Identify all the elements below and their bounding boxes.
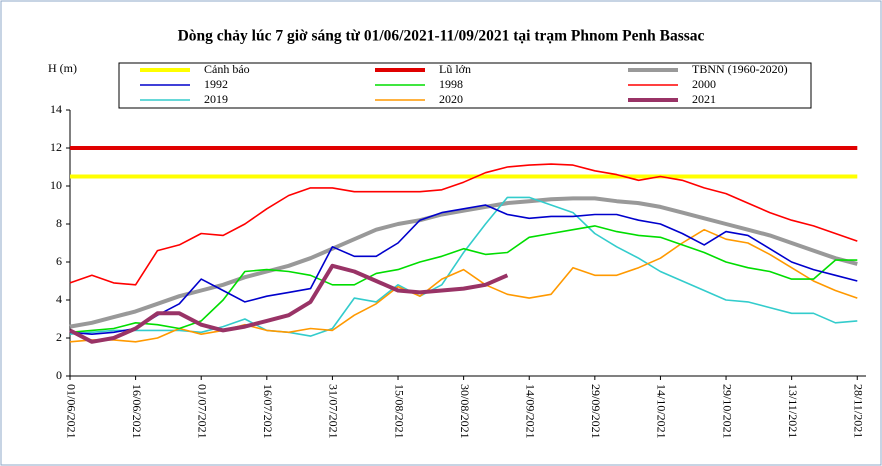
series-line (69, 196, 858, 329)
y-tick-label: 6 (56, 254, 62, 268)
series-line (69, 263, 509, 344)
legend-label: 1998 (439, 77, 463, 91)
legend-label: 2019 (204, 92, 228, 106)
legend-label: 2000 (692, 77, 716, 91)
x-tick-label: 14/10/2021 (655, 384, 669, 439)
legend-label: TBNN (1960-2020) (692, 62, 788, 76)
x-tick-label: 30/08/2021 (458, 384, 472, 439)
x-tick-label: 28/11/2021 (852, 384, 866, 438)
y-tick-label: 8 (56, 216, 62, 230)
x-tick-label: 29/09/2021 (589, 384, 603, 439)
x-tick-label: 29/10/2021 (720, 384, 734, 439)
series-line (69, 196, 858, 337)
y-tick-label: 10 (50, 178, 62, 192)
x-tick-label: 31/07/2021 (327, 384, 341, 439)
x-tick-label: 15/08/2021 (392, 384, 406, 439)
y-tick-label: 2 (56, 330, 62, 344)
series-line (69, 204, 858, 335)
y-tick-label: 4 (56, 292, 62, 306)
legend-box (118, 62, 812, 109)
legend-label: 2020 (439, 92, 463, 106)
legend-label: Cảnh báo (204, 62, 250, 76)
legend-label: 2021 (692, 92, 716, 106)
x-tick-label: 01/07/2021 (195, 384, 209, 439)
x-tick-label: 13/11/2021 (786, 384, 800, 438)
series-line (69, 228, 858, 343)
y-tick-label: 14 (50, 102, 62, 116)
legend-label: Lũ lớn (439, 62, 471, 76)
x-tick-label: 14/09/2021 (523, 384, 537, 439)
x-tick-label: 16/07/2021 (261, 384, 275, 439)
legend-label: 1992 (204, 77, 228, 91)
chart-title: Dòng chảy lúc 7 giờ sáng từ 01/06/2021-1… (178, 28, 705, 45)
y-tick-label: 12 (50, 140, 62, 154)
series-line (69, 163, 858, 286)
x-tick-label: 01/06/2021 (64, 384, 78, 439)
x-tick-label: 16/06/2021 (130, 384, 144, 439)
series-line (69, 225, 858, 334)
y-axis-label: H (m) (48, 61, 77, 75)
y-tick-label: 0 (56, 368, 62, 382)
